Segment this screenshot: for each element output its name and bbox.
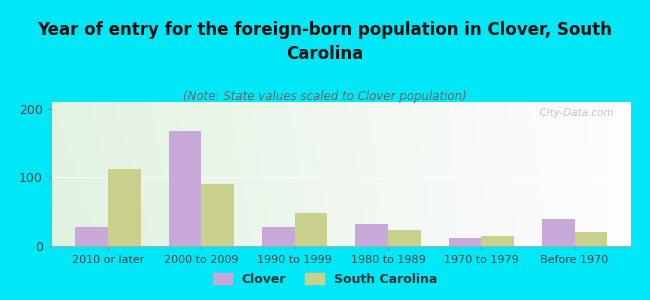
Bar	[168, 131, 202, 246]
Bar	[262, 227, 294, 246]
Bar	[448, 238, 481, 246]
Bar	[388, 230, 421, 246]
Bar	[542, 219, 575, 246]
Legend: Clover, South Carolina: Clover, South Carolina	[208, 268, 442, 291]
Text: (Note: State values scaled to Clover population): (Note: State values scaled to Clover pop…	[183, 90, 467, 103]
Bar	[481, 236, 514, 246]
Text: Year of entry for the foreign-born population in Clover, South
Carolina: Year of entry for the foreign-born popul…	[38, 21, 612, 63]
Bar	[108, 169, 140, 246]
Bar	[575, 232, 607, 246]
Text: City-Data.com: City-Data.com	[532, 108, 613, 118]
Bar	[294, 213, 327, 246]
Bar	[356, 224, 388, 246]
Bar	[75, 227, 108, 246]
Bar	[202, 184, 234, 246]
